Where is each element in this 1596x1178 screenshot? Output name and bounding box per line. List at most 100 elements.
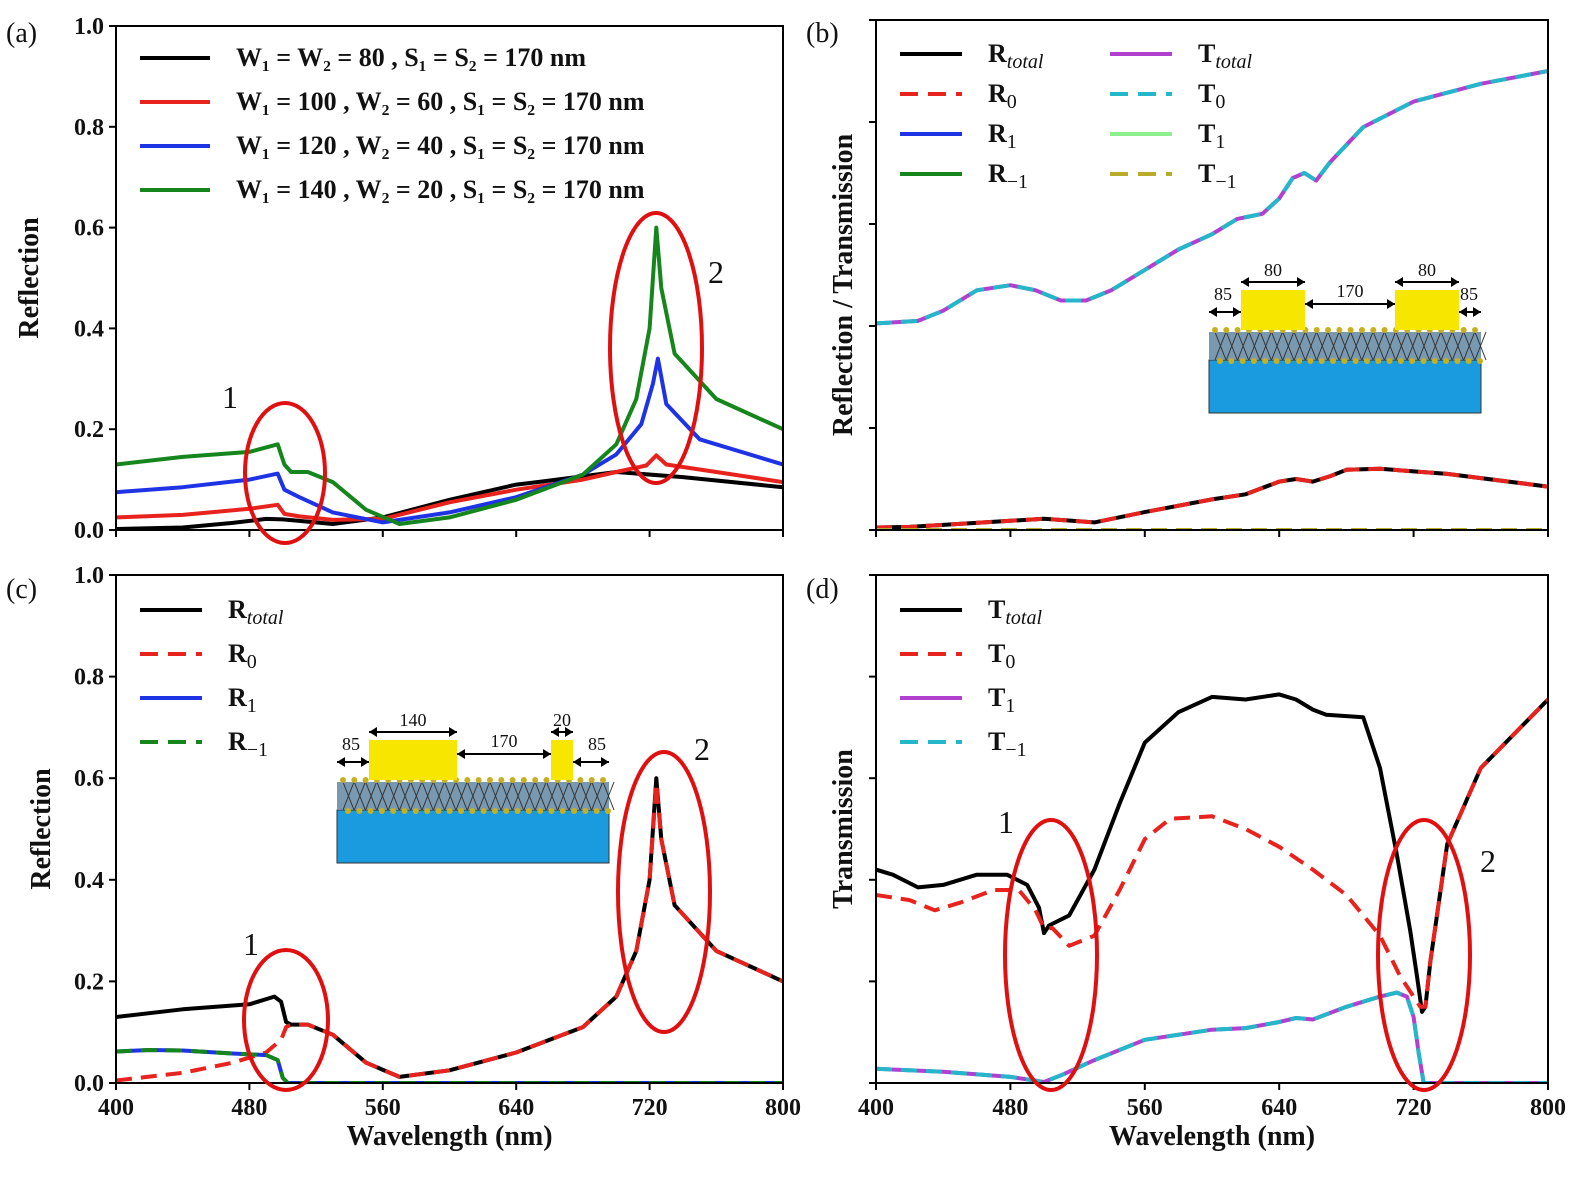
panel-a: 0.0 0.2 0.4 0.6 0.8 1.0 Reflection (a) W₁ = W₂ =…: [6, 14, 784, 545]
atom: [1472, 327, 1478, 333]
atom: [1325, 327, 1332, 333]
lattice-bond: [534, 781, 547, 811]
lattice-bond: [1225, 331, 1238, 361]
gold-bar: [1241, 290, 1305, 330]
series-line-1: [116, 453, 783, 522]
panel-label: (c): [6, 574, 37, 605]
legend-entry: T0: [988, 639, 1015, 673]
atom: [1234, 327, 1241, 333]
atom: [1454, 358, 1461, 364]
legend-entry: Rtotal: [988, 39, 1044, 73]
series-line-2: [876, 69, 1548, 326]
series-line-3: [116, 225, 783, 526]
legend-entry: R−1: [228, 727, 268, 761]
y-tick-label: 0.2: [74, 417, 104, 443]
y-tick-label: 0.6: [74, 216, 104, 242]
lattice-bond: [602, 781, 615, 811]
legend-entry: W₁ = W₂ = 80 , S₁ = S₂ = 170 nm: [236, 43, 586, 72]
series-line-2: [116, 356, 783, 525]
arrow-head: [1451, 277, 1459, 287]
atom: [1341, 358, 1348, 364]
series-group: [876, 692, 1548, 1083]
y-axis-label: Reflection: [26, 768, 57, 890]
resonance-label: 1: [222, 379, 238, 415]
atom: [509, 777, 516, 783]
legend: W₁ = W₂ = 80 , S₁ = S₂ = 170 nm W₁ = 100 …: [140, 43, 645, 204]
lattice-bond: [432, 781, 445, 811]
atom: [520, 777, 527, 783]
atom: [503, 808, 510, 814]
series-line-1: [876, 466, 1548, 530]
legend-entry: Ttotal: [1198, 39, 1252, 73]
lattice-bond: [512, 781, 525, 811]
resonance-label: 2: [1480, 843, 1496, 879]
atom: [1375, 358, 1382, 364]
axes-frame: [875, 574, 1549, 1084]
atom: [525, 808, 532, 814]
highlight-ellipse: [616, 750, 712, 1034]
lattice-bond: [1440, 331, 1453, 361]
lattice-bond: [410, 781, 423, 811]
y-tick-label: 0.8: [74, 115, 104, 141]
lattice-bond: [546, 781, 558, 811]
dimension-label: 85: [1214, 284, 1232, 304]
atom: [514, 808, 521, 814]
atom: [351, 777, 358, 783]
atom: [582, 808, 589, 814]
atom: [1223, 327, 1230, 333]
lattice-bond: [1372, 331, 1385, 361]
atom: [1330, 358, 1337, 364]
panel-b: Reflection / Transmission (b) Rtotal R0 R1 R−…: [806, 18, 1549, 537]
atom: [412, 808, 419, 814]
lattice-bond: [455, 781, 468, 811]
atom: [577, 777, 584, 783]
atom: [1386, 358, 1393, 364]
atom: [1212, 327, 1218, 333]
atom: [446, 808, 453, 814]
legend-entry: T−1: [1198, 159, 1237, 193]
legend: Rtotal R0 R1 R−1 Ttotal T0 T1 T−1: [900, 39, 1252, 193]
lattice-bond: [1350, 331, 1363, 361]
x-tick-label: 480: [231, 1095, 267, 1121]
legend-entry: R−1: [988, 159, 1028, 193]
panel-label: (d): [806, 574, 839, 605]
resonance-label: 1: [998, 804, 1014, 840]
atom: [537, 808, 544, 814]
arrow-head: [1387, 299, 1395, 309]
lattice-bond: [478, 781, 491, 811]
gold-bar: [369, 740, 457, 780]
lattice-bond: [1214, 331, 1227, 361]
lattice-bond: [1327, 331, 1340, 361]
atom: [1381, 327, 1388, 333]
lattice-bond: [557, 781, 570, 811]
structure-inset: 140 20 85 170 85: [336, 710, 615, 864]
series-group: [116, 225, 783, 530]
lattice-bond: [523, 781, 536, 811]
dimension-label: 20: [553, 710, 571, 730]
legend-entry: T1: [1198, 119, 1225, 153]
series-line-3: [876, 990, 1548, 1083]
x-tick-label: 640: [1261, 1095, 1297, 1121]
atom: [486, 777, 493, 783]
lattice-bond: [1259, 331, 1272, 361]
series-group: [876, 69, 1548, 530]
substrate: [1208, 359, 1482, 414]
y-tick-label: 0.6: [74, 766, 104, 792]
x-axis-label: Wavelength (nm): [346, 1121, 552, 1152]
arrow-head: [1459, 307, 1467, 317]
atom: [1397, 358, 1404, 364]
structure-inset: 80 80 85 170 85: [1208, 260, 1487, 414]
legend: Ttotal T0 T1 T−1: [900, 595, 1042, 761]
axes-frame: [115, 25, 784, 531]
atom: [1370, 327, 1377, 333]
panel-label: (b): [806, 18, 839, 49]
atom: [1465, 358, 1472, 364]
legend-entry: R0: [988, 79, 1017, 113]
lattice-bond: [466, 781, 479, 811]
y-tick-label: 0.2: [74, 969, 104, 995]
atom: [356, 808, 363, 814]
highlight-ellipse: [243, 401, 327, 545]
atom: [559, 808, 566, 814]
atom: [1239, 358, 1246, 364]
arrow-head: [361, 757, 369, 767]
